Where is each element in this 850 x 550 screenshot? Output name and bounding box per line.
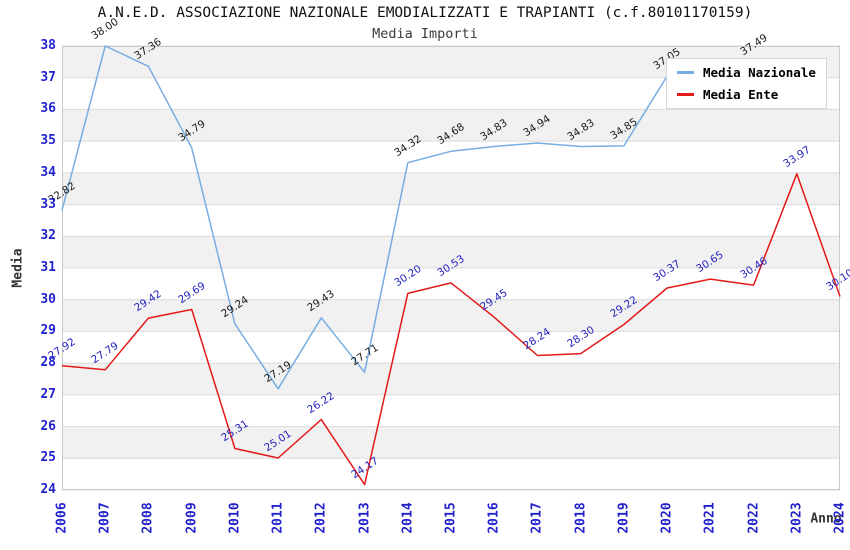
legend-line-swatch-icon [677,93,694,96]
band [62,331,840,364]
y-tick-label: 31 [40,260,56,275]
x-tick-label: 2018 [573,502,589,534]
x-tick-label: 2016 [486,502,502,534]
x-tick-label: 2017 [529,502,545,534]
x-tick-label: 2009 [184,502,200,534]
legend-item-label: Media Nazionale [703,65,816,80]
x-tick-label: 2020 [659,502,675,534]
y-tick-label: 30 [40,291,56,307]
y-tick-label: 25 [40,450,56,466]
legend-item-label: Media Ente [703,87,779,102]
y-tick-label: 28 [40,355,56,371]
x-tick-label: 2019 [616,502,632,534]
x-tick-label: 2015 [443,502,459,534]
y-tick-label: 36 [40,101,56,117]
y-tick-label: 37 [40,69,56,85]
x-tick-label: 2012 [313,502,329,534]
x-axis-title: Anno [810,511,842,527]
plot-area: 32.82 38.00 37.36 34.79 29.24 27.19 29.43 27.71… [46,16,850,491]
x-tick-label: 2013 [357,502,373,534]
y-tick-label: 26 [40,418,56,434]
band [62,299,840,332]
band [62,363,840,395]
plot-canvas [61,45,841,491]
chart-title: A.N.E.D. ASSOCIAZIONE NAZIONALE EMODIALI… [97,5,753,21]
band [62,109,840,142]
x-tick-label: 2006 [54,502,70,534]
band [62,141,840,173]
x-tick-label: 2011 [270,502,286,534]
legend: Media Nazionale Media Ente [666,58,827,109]
band [62,204,840,237]
legend-line-swatch-icon [677,71,694,74]
x-tick-label: 2008 [140,502,156,534]
y-tick-label: 33 [40,196,56,212]
y-tick-label: 27 [40,386,56,402]
x-tick-label: 2022 [746,502,762,534]
y-tick-label: 32 [40,228,56,244]
y-tick-label: 29 [40,323,56,339]
y-tick-label: 35 [40,133,56,149]
x-tick-label: 2007 [97,502,113,534]
x-tick-label: 2010 [227,502,243,534]
y-tick-label: 24 [40,482,56,497]
band [62,394,840,427]
band [62,426,840,459]
band [62,172,840,205]
legend-item: Media Nazionale [677,65,816,80]
y-tick-label: 34 [40,164,56,180]
y-tick-label: 38 [40,38,56,53]
series-line-media-nazionale [61,45,754,390]
chart-subtitle: Media Importi [372,26,478,42]
x-tick-label: 2014 [400,502,416,534]
x-tick-label: 2023 [789,502,805,534]
band [62,458,840,490]
series-line-media-ente [61,173,841,486]
x-tick-label: 2024 [832,502,848,534]
x-tick-label: 2021 [702,502,718,534]
plot-border [62,46,840,490]
band [62,236,840,268]
legend-item: Media Ente [677,87,816,102]
